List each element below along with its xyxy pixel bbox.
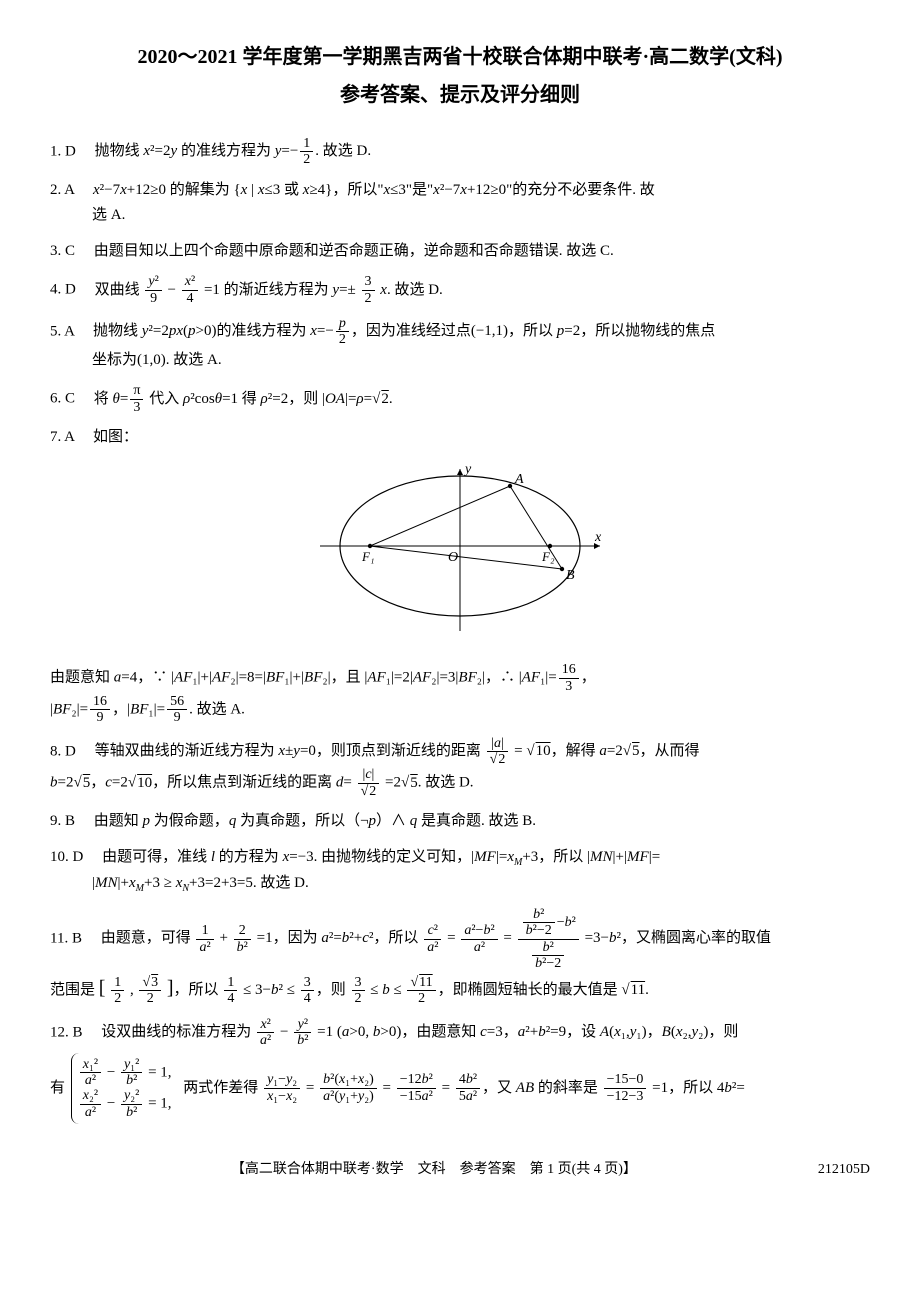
item-text: 由题目知以上四个命题中原命题和逆否命题正确，逆命题和否命题错误. 故选 C. — [94, 243, 614, 259]
item-number: 7. A — [50, 429, 74, 445]
item-cont: 选 A. — [50, 203, 870, 229]
axis-x-label: x — [594, 530, 602, 545]
answer-item-4: 4. D 双曲线 y²9 − x²4 =1 的渐近线方程为 y=± 32 x. … — [50, 274, 870, 306]
answer-item-9: 9. B 由题知 p 为假命题，q 为真命题，所以（¬p）∧ q 是真命题. 故… — [50, 809, 870, 835]
item-number: 8. D — [50, 743, 76, 759]
footer-code: 212105D — [818, 1158, 870, 1182]
item-text: 由题意知 a=4，∵ |AF₁|+|AF₂|=8=|BF₁|+|BF₂|，且 |… — [50, 662, 870, 694]
answer-item-3: 3. C 由题目知以上四个命题中原命题和逆否命题正确，逆命题和否命题错误. 故选… — [50, 239, 870, 265]
item-number: 2. A — [50, 182, 74, 198]
footer-center: 【高二联合体期中联考·数学 文科 参考答案 第 1 页(共 4 页)】 — [50, 1158, 870, 1182]
focus2-label: F₂ — [541, 549, 555, 564]
item-text: 等轴双曲线的渐近线方程为 x±y=0，则顶点到渐近线的距离 |a|√2 = √1… — [95, 743, 700, 759]
item-text: 如图： — [93, 429, 138, 445]
item-number: 10. D — [50, 849, 83, 865]
item-system: 有 x₁²a² − y₁²b² = 1, x₂²a² − y₂²b² = 1, … — [50, 1049, 870, 1129]
item-text: 由题意，可得 1a² + 2b² =1，因为 a²=b²+c²，所以 c²a² … — [101, 930, 771, 946]
origin-label: O — [448, 550, 458, 565]
item-text: 抛物线 y²=2px(p>0)的准线方程为 x=−p2，因为准线经过点(−1,1… — [93, 323, 715, 339]
item-text: x²−7x+12≥0 的解集为 {x | x≤3 或 x≥4}，所以"x≤3"是… — [93, 182, 655, 198]
answer-item-5: 5. A 抛物线 y²=2px(p>0)的准线方程为 x=−p2，因为准线经过点… — [50, 316, 870, 373]
point-a-label: A — [514, 472, 524, 487]
item-number: 9. B — [50, 813, 75, 829]
item-cont: |MN|+xM+3 ≥ xN+3=2+3=5. 故选 D. — [50, 871, 870, 897]
item-number: 1. D — [50, 143, 76, 159]
item-number: 3. C — [50, 243, 75, 259]
item-text: 双曲线 y²9 − x²4 =1 的渐近线方程为 y=± 32 x. 故选 D. — [95, 282, 443, 298]
item-number: 5. A — [50, 323, 74, 339]
item-cont: b=2√5，c=2√10，所以焦点到渐近线的距离 d= |c|√2 =2√5. … — [50, 767, 870, 799]
answer-item-1: 1. D 抛物线 x²=2y 的准线方程为 y=−12. 故选 D. — [50, 136, 870, 168]
page-subtitle: 参考答案、提示及评分细则 — [50, 78, 870, 112]
ellipse-figure: y x A B F₁ F₂ O — [50, 461, 870, 651]
item-cont: |BF₂|=169，|BF₁|=569. 故选 A. — [50, 694, 870, 726]
page-title: 2020～2021 学年度第一学期黑吉两省十校联合体期中联考·高二数学(文科) — [50, 40, 870, 74]
item-text: 设双曲线的标准方程为 x²a² − y²b² =1 (a>0, b>0)，由题意… — [101, 1024, 738, 1040]
page-footer: 212105D 【高二联合体期中联考·数学 文科 参考答案 第 1 页(共 4 … — [50, 1158, 870, 1182]
answer-item-10: 10. D 由题可得，准线 l 的方程为 x=−3. 由抛物线的定义可知，|MF… — [50, 845, 870, 897]
answer-item-8: 8. D 等轴双曲线的渐近线方程为 x±y=0，则顶点到渐近线的距离 |a|√2… — [50, 736, 870, 800]
answer-item-7: 7. A 如图： — [50, 425, 870, 451]
item-cont: 范围是 [ 12 , √32 ]，所以 14 ≤ 3−b² ≤ 34，则 32 … — [50, 971, 870, 1006]
item-number: 4. D — [50, 282, 76, 298]
item-text: 将 θ=π3 代入 ρ²cosθ=1 得 ρ²=2，则 |OA|=ρ=√2. — [94, 391, 393, 407]
axis-y-label: y — [463, 462, 472, 477]
item-text: 由题可得，准线 l 的方程为 x=−3. 由抛物线的定义可知，|MF|=xM+3… — [102, 849, 660, 865]
answer-item-7b: 由题意知 a=4，∵ |AF₁|+|AF₂|=8=|BF₁|+|BF₂|，且 |… — [50, 662, 870, 726]
item-text: 抛物线 x²=2y 的准线方程为 y=−12. 故选 D. — [95, 143, 372, 159]
item-cont: 坐标为(1,0). 故选 A. — [50, 348, 870, 374]
item-number: 6. C — [50, 391, 75, 407]
point-b-label: B — [566, 568, 575, 583]
answer-item-2: 2. A x²−7x+12≥0 的解集为 {x | x≤3 或 x≥4}，所以"… — [50, 178, 870, 229]
answer-item-12: 12. B 设双曲线的标准方程为 x²a² − y²b² =1 (a>0, b>… — [50, 1017, 870, 1128]
focus1-label: F₁ — [361, 549, 374, 564]
answer-item-6: 6. C 将 θ=π3 代入 ρ²cosθ=1 得 ρ²=2，则 |OA|=ρ=… — [50, 383, 870, 415]
item-number: 12. B — [50, 1024, 83, 1040]
answer-item-11: 11. B 由题意，可得 1a² + 2b² =1，因为 a²=b²+c²，所以… — [50, 907, 870, 1007]
item-text: 由题知 p 为假命题，q 为真命题，所以（¬p）∧ q 是真命题. 故选 B. — [94, 813, 536, 829]
equation-brace: x₁²a² − y₁²b² = 1, x₂²a² − y₂²b² = 1, — [71, 1053, 178, 1125]
item-number: 11. B — [50, 930, 82, 946]
